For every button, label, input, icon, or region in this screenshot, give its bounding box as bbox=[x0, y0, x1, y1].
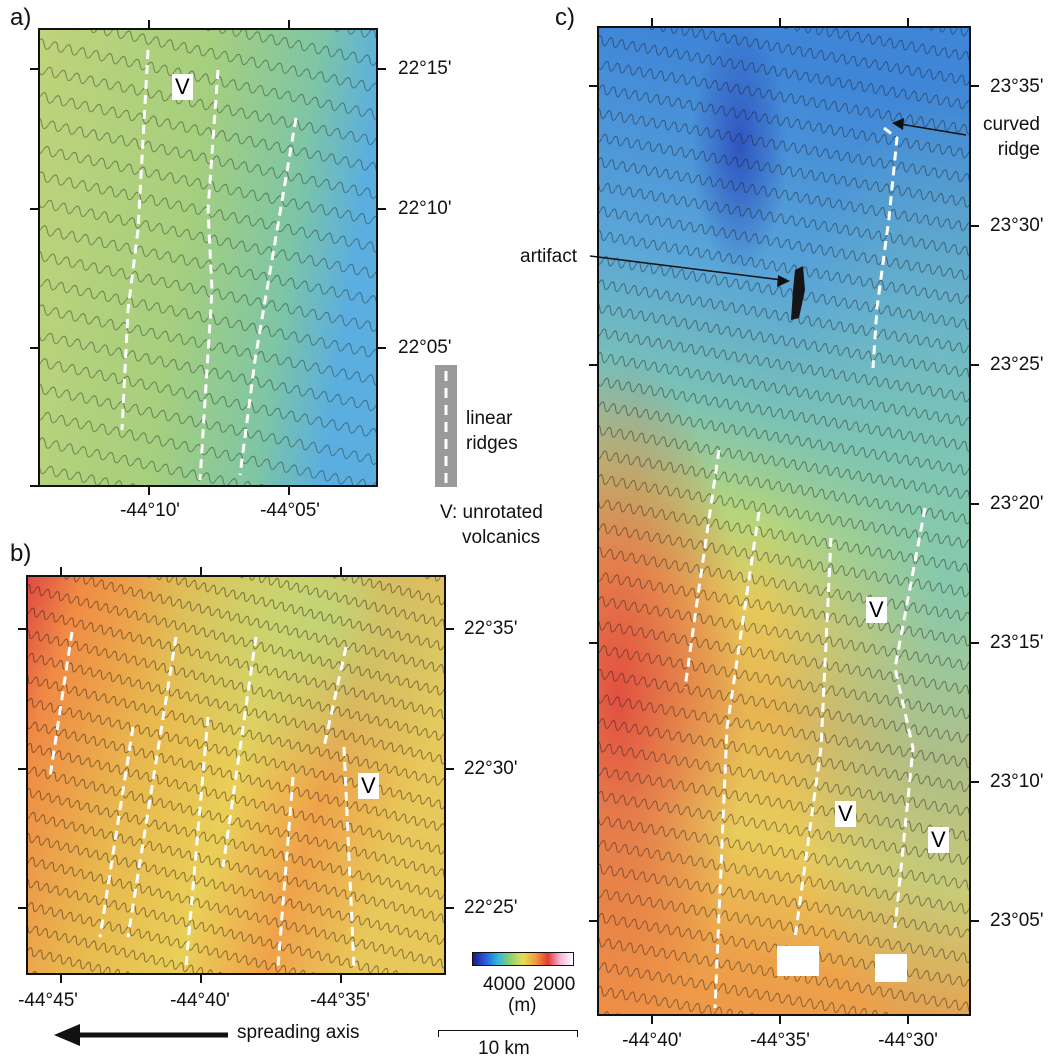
curved-ridge-line1: curved bbox=[982, 114, 1040, 135]
panel-a-lon-label: -44°05' bbox=[260, 500, 320, 521]
panel-a-map bbox=[38, 28, 378, 487]
panel-c-lat-label: 23°20' bbox=[990, 493, 1044, 514]
panel-c-lat-label: 23°10' bbox=[990, 771, 1044, 792]
colorbar-unit: (m) bbox=[508, 995, 537, 1016]
panel-b-label: b) bbox=[10, 540, 32, 567]
panel-c-lat-label: 23°30' bbox=[990, 215, 1044, 236]
panel-b-lon-label: -44°35' bbox=[310, 990, 370, 1011]
legend-ridges-line2: ridges bbox=[466, 433, 518, 454]
panel-c-lat-label: 23°15' bbox=[990, 632, 1044, 653]
panel-c-lat-label: 23°35' bbox=[990, 76, 1044, 97]
panel-b-lat-label: 22°25' bbox=[464, 897, 518, 918]
legend-ridges-line1: linear bbox=[466, 408, 513, 429]
panel-a-ridge-dashes bbox=[120, 49, 298, 481]
legend-dash-icon bbox=[444, 371, 448, 483]
panel-b-lon-label: -44°40' bbox=[170, 990, 230, 1011]
panel-a-v-label: V bbox=[172, 74, 193, 100]
scale-bar bbox=[438, 1030, 578, 1037]
panel-c-lon-label: -44°40' bbox=[622, 1030, 682, 1051]
panel-c-ridge-dashes bbox=[683, 126, 927, 1009]
colorbar-tick-4000: 4000 bbox=[483, 974, 526, 995]
spreading-axis-arrow-icon bbox=[54, 1024, 228, 1046]
panel-a-label: a) bbox=[10, 4, 32, 31]
panel-c-lat-label: 23°25' bbox=[990, 354, 1044, 375]
artifact-blob bbox=[791, 266, 805, 320]
legend-ridges-text: linear ridges bbox=[466, 406, 518, 456]
panel-c-lat-label: 23°05' bbox=[990, 910, 1044, 931]
panel-c-lon-label: -44°30' bbox=[878, 1030, 938, 1051]
legend-v-line2: volcanics bbox=[462, 527, 541, 548]
panel-c-v-label: V bbox=[866, 597, 887, 623]
legend-v-text: V: unrotated volcanics bbox=[440, 500, 543, 550]
colorbar bbox=[472, 952, 574, 966]
panel-b-map bbox=[26, 575, 446, 975]
legend-ridge-swatch bbox=[435, 365, 457, 487]
panel-a-lon-label: -44°10' bbox=[120, 500, 180, 521]
panel-c-label: c) bbox=[555, 4, 575, 31]
colorbar-tick-2000: 2000 bbox=[533, 974, 576, 995]
panel-a-bathymetry bbox=[40, 30, 376, 485]
legend-v-line1: V: unrotated bbox=[440, 502, 543, 523]
panel-c-bathymetry bbox=[599, 28, 969, 1014]
curved-ridge-annotation: curved ridge bbox=[968, 112, 1040, 162]
panel-b-bathymetry bbox=[28, 577, 444, 973]
panel-c-lon-label: -44°35' bbox=[750, 1030, 810, 1051]
panel-c-map bbox=[597, 26, 971, 1016]
panel-c-v-label: V bbox=[835, 801, 856, 827]
panel-b-ridge-dashes bbox=[48, 631, 356, 968]
panel-b-v-label: V bbox=[358, 773, 379, 799]
artifact-annotation: artifact bbox=[520, 246, 578, 267]
panel-b-lat-label: 22°30' bbox=[464, 758, 518, 779]
scale-bar-label: 10 km bbox=[478, 1038, 530, 1059]
panel-a-lat-label: 22°05' bbox=[398, 337, 452, 358]
spreading-axis-label: spreading axis bbox=[237, 1022, 360, 1043]
panel-a-lat-label: 22°10' bbox=[398, 198, 452, 219]
panel-a-lat-label: 22°15' bbox=[398, 58, 452, 79]
panel-b-lon-label: -44°45' bbox=[18, 990, 78, 1011]
panel-b-lat-label: 22°35' bbox=[464, 618, 518, 639]
panel-c-v-label: V bbox=[928, 827, 949, 853]
curved-ridge-line2: ridge bbox=[997, 139, 1040, 160]
